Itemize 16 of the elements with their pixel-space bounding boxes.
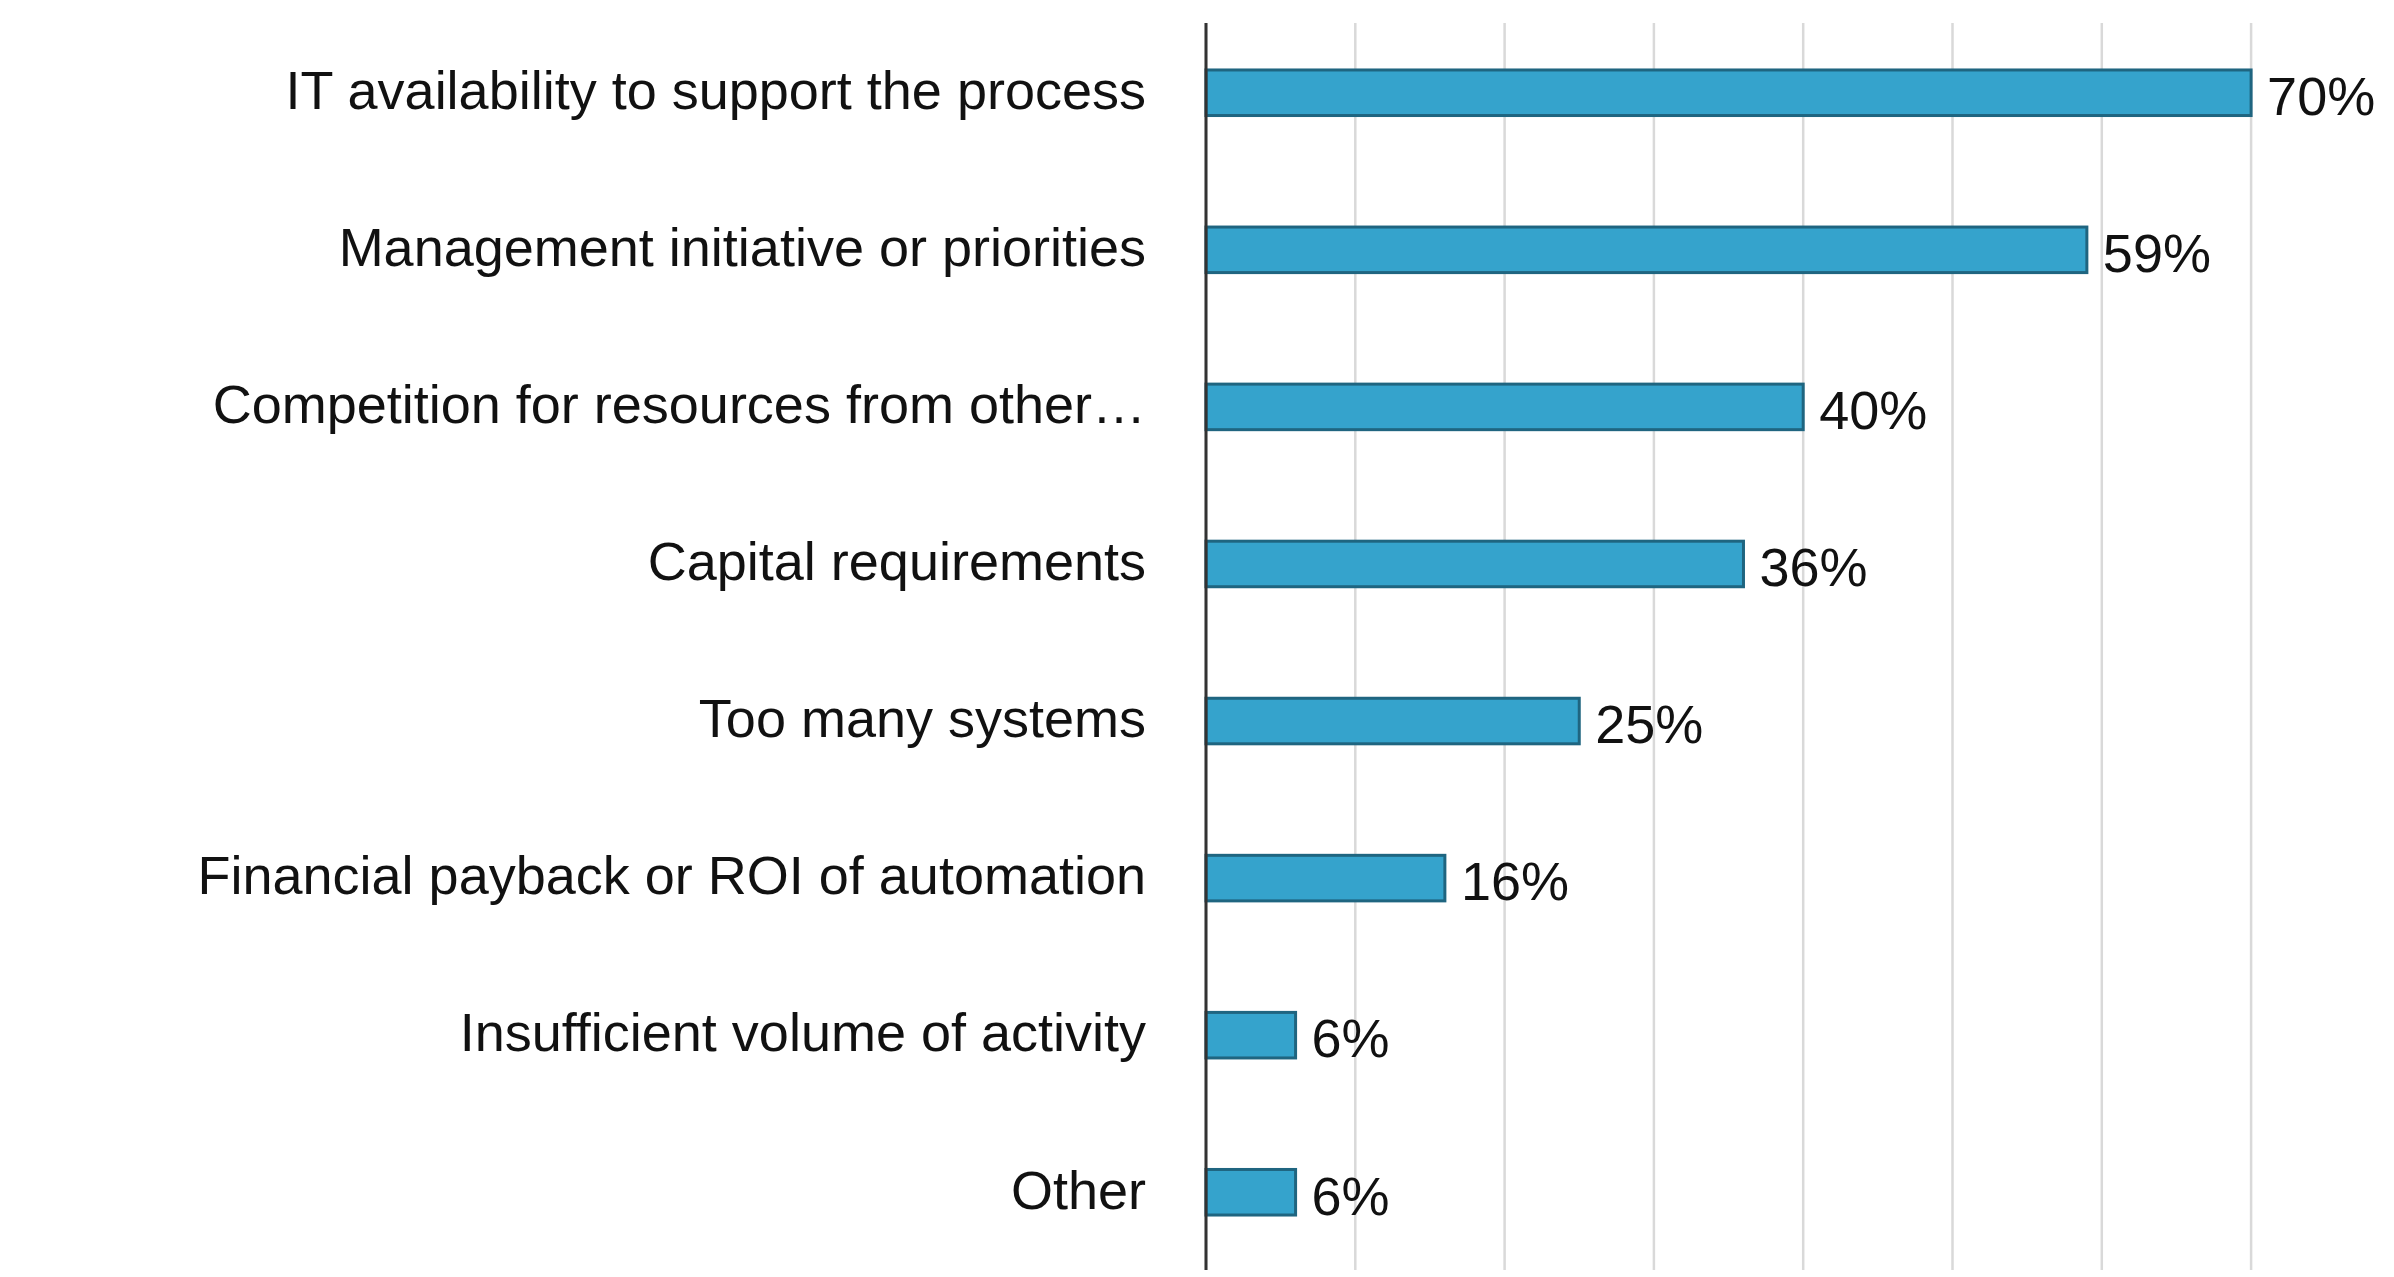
y-tick-label: IT availability to support the process [285, 60, 1146, 121]
y-tick-label: Capital requirements [647, 531, 1146, 592]
data-label: 40% [1819, 380, 1928, 441]
data-label: 59% [2102, 223, 2211, 284]
y-tick-label: Competition for resources from other… [212, 374, 1146, 435]
y-tick-label: Other [1010, 1159, 1147, 1220]
data-label: 70% [2267, 66, 2376, 127]
y-tick-label: Management initiative or priorities [338, 217, 1146, 278]
data-label: 6% [1311, 1165, 1390, 1226]
data-label: 6% [1311, 1008, 1390, 1069]
data-label: 25% [1595, 694, 1704, 755]
data-label: 16% [1460, 851, 1569, 912]
y-tick-label: Insufficient volume of activity [459, 1002, 1146, 1063]
data-label: 36% [1759, 537, 1868, 598]
y-tick-label: Financial payback or ROI of automation [197, 845, 1146, 906]
y-tick-label: Too many systems [698, 688, 1146, 749]
